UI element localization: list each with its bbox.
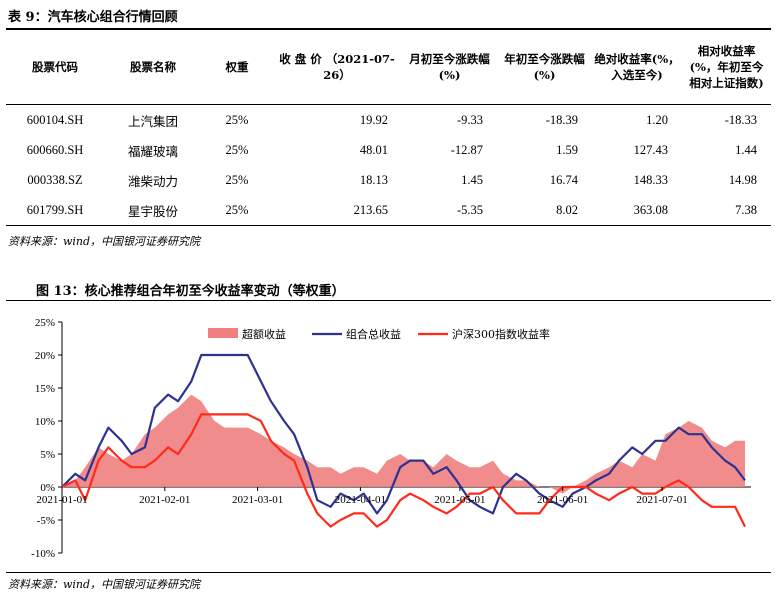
- cell-abs: 1.20: [646, 112, 668, 127]
- figure-title: 图 13：核心推荐组合年初至今收益率变动（等权重）: [36, 284, 345, 299]
- x-tick-label: 2021-05-01: [434, 494, 485, 506]
- cell-ytd: 16.74: [549, 172, 578, 187]
- cell-ytd: -18.39: [545, 112, 578, 127]
- cell-code: 601799.SH: [6, 195, 104, 226]
- y-tick-label: 5%: [40, 449, 55, 461]
- x-tick-label: 2021-02-01: [139, 494, 190, 506]
- cell-weight: 25%: [225, 142, 249, 157]
- cell-mtd: -9.33: [456, 112, 483, 127]
- y-tick-label: 25%: [35, 317, 55, 329]
- x-tick-label: 2021-03-01: [232, 494, 283, 506]
- cell-rel: 14.98: [728, 172, 757, 187]
- table-row: 600104.SH 上汽集团 25% 19.92 -9.33 -18.39 1.…: [6, 105, 771, 136]
- cell-ytd: 1.59: [556, 142, 578, 157]
- cell-mtd: -12.87: [450, 142, 483, 157]
- table-row: 000338.SZ 潍柴动力 25% 18.13 1.45 16.74 148.…: [6, 165, 771, 195]
- portfolio-return-line: [61, 353, 746, 515]
- col-header: 月初至今涨跌幅(%): [402, 30, 497, 105]
- cell-code: 000338.SZ: [27, 172, 83, 187]
- y-tick-label: 15%: [35, 383, 55, 395]
- cell-ytd: 8.02: [497, 195, 592, 226]
- y-tick-label: 0%: [40, 482, 55, 494]
- cell-name: 上汽集团: [127, 114, 178, 129]
- cell-close: 213.65: [272, 195, 402, 226]
- cell-abs: 363.08: [592, 195, 682, 226]
- y-tick-label: -5%: [37, 515, 55, 527]
- col-header: 年初至今涨跌幅(%): [497, 30, 592, 105]
- cell-weight: 25%: [225, 112, 249, 127]
- cell-code: 600104.SH: [26, 112, 84, 127]
- cell-close: 18.13: [359, 172, 388, 187]
- table-row: 600660.SH 福耀玻璃 25% 48.01 -12.87 1.59 127…: [6, 135, 771, 165]
- figure-bottom-rule: [6, 572, 771, 573]
- col-header: 相对收益率(%，年初至今相对上证指数): [682, 30, 771, 105]
- legend-label: 沪深300指数收益率: [452, 327, 550, 341]
- figure-top-rule: [6, 300, 771, 301]
- y-tick-label: -10%: [31, 548, 55, 560]
- y-tick-label: 20%: [35, 350, 55, 362]
- excess-return-area: [62, 394, 745, 494]
- cell-weight: 25%: [225, 172, 249, 187]
- col-header: 收 盘 价 （2021-07-26）: [272, 30, 402, 105]
- cell-rel: -18.33: [724, 112, 757, 127]
- cell-mtd: -5.35: [402, 195, 497, 226]
- col-header: 权重: [202, 30, 272, 105]
- cell-rel: 7.38: [682, 195, 771, 226]
- legend-swatch-excess: [208, 328, 238, 338]
- col-header: 股票名称: [104, 30, 202, 105]
- cell-abs: 127.43: [633, 142, 668, 157]
- cell-name: 福耀玻璃: [127, 144, 178, 159]
- cell-name: 潍柴动力: [127, 174, 178, 189]
- table-top-rule: [6, 28, 771, 30]
- cell-mtd: 1.45: [461, 172, 483, 187]
- table-row: 601799.SH 星宇股份 25% 213.65 -5.35 8.02 363…: [6, 195, 771, 226]
- x-tick-label: 2021-07-01: [636, 494, 687, 506]
- table-header-row: 股票代码 股票名称 权重 收 盘 价 （2021-07-26） 月初至今涨跌幅(…: [6, 30, 771, 105]
- csi300-return-line: [61, 413, 746, 528]
- cell-code: 600660.SH: [26, 142, 84, 157]
- table-source-note: 资料来源：wind，中国银河证券研究院: [8, 235, 201, 248]
- y-tick-label: 10%: [35, 416, 55, 428]
- cell-close: 19.92: [359, 112, 388, 127]
- x-tick-label: 2021-01-01: [36, 494, 87, 506]
- x-tick-label: 2021-04-01: [335, 494, 386, 506]
- legend-label: 组合总收益: [346, 327, 401, 341]
- legend-label: 超额收益: [242, 327, 286, 341]
- cell-name: 星宇股份: [104, 195, 202, 226]
- portfolio-table: 股票代码 股票名称 权重 收 盘 价 （2021-07-26） 月初至今涨跌幅(…: [6, 30, 771, 226]
- cell-close: 48.01: [359, 142, 388, 157]
- figure-source-note: 资料来源：wind，中国银河证券研究院: [8, 578, 201, 591]
- col-header: 绝对收益率(%，入选至今): [592, 30, 682, 105]
- cell-abs: 148.33: [633, 172, 668, 187]
- x-tick-label: 2021-06-01: [537, 494, 588, 506]
- cell-rel: 1.44: [735, 142, 757, 157]
- col-header: 股票代码: [6, 30, 104, 105]
- cell-weight: 25%: [202, 195, 272, 226]
- table-title: 表 9：汽车核心组合行情回顾: [8, 10, 178, 25]
- returns-chart: 25% 20% 15% 10% 5% 0% -5% -10% 2021-01-01 2021-02…: [31, 317, 751, 560]
